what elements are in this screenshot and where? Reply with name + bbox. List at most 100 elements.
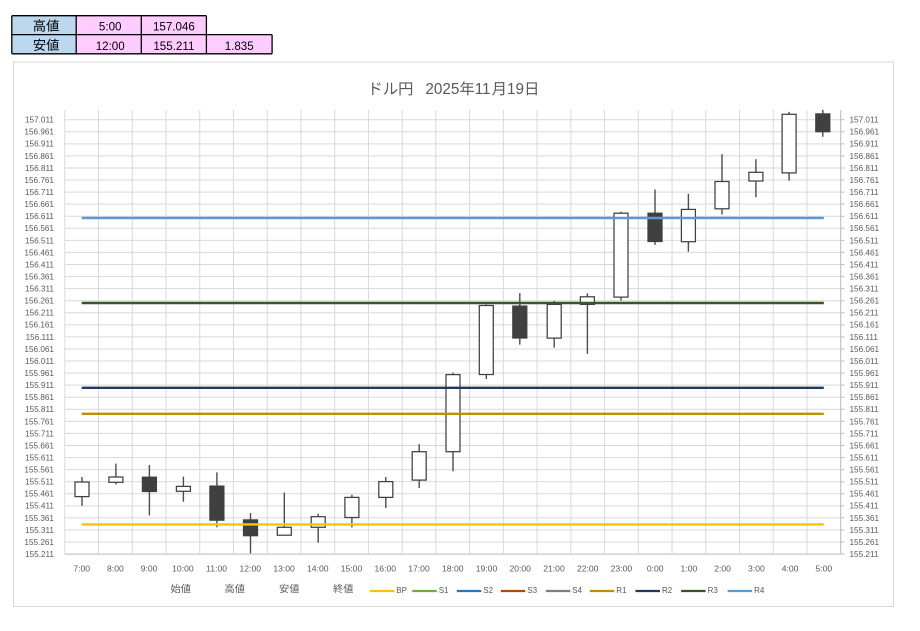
svg-text:156.811: 156.811 [850,164,879,173]
svg-text:156.161: 156.161 [850,321,880,330]
svg-text:15:00: 15:00 [341,564,363,574]
svg-text:157.011: 157.011 [850,116,879,125]
svg-text:155.311: 155.311 [850,526,879,535]
svg-text:155.211: 155.211 [25,550,54,559]
svg-text:155.961: 155.961 [850,369,880,378]
svg-text:155.411: 155.411 [25,502,54,511]
svg-text:155.461: 155.461 [850,490,880,499]
svg-text:155.761: 155.761 [24,417,54,426]
svg-text:8:00: 8:00 [107,564,124,574]
svg-text:155.311: 155.311 [25,526,54,535]
svg-text:155.511: 155.511 [850,478,879,487]
svg-text:14:00: 14:00 [307,564,329,574]
svg-text:156.561: 156.561 [850,224,880,233]
svg-text:156.711: 156.711 [25,188,54,197]
svg-text:156.461: 156.461 [24,248,54,257]
svg-text:R1: R1 [616,586,627,595]
svg-text:156.761: 156.761 [850,176,880,185]
svg-text:155.211: 155.211 [850,550,879,559]
svg-text:156.361: 156.361 [850,272,880,281]
svg-text:156.261: 156.261 [850,297,880,306]
svg-text:S4: S4 [572,586,582,595]
svg-text:155.611: 155.611 [25,453,54,462]
svg-text:7:00: 7:00 [73,564,90,574]
svg-text:156.111: 156.111 [850,333,879,342]
svg-text:155.811: 155.811 [25,405,54,414]
svg-text:156.861: 156.861 [24,152,54,161]
svg-text:156.211: 156.211 [850,309,879,318]
svg-text:156.211: 156.211 [25,309,54,318]
svg-text:1:00: 1:00 [681,564,698,574]
svg-text:155.761: 155.761 [850,417,880,426]
svg-text:155.711: 155.711 [850,429,879,438]
svg-text:BP: BP [396,586,407,595]
svg-text:10:00: 10:00 [172,564,194,574]
svg-text:11:00: 11:00 [206,564,227,574]
svg-text:155.611: 155.611 [850,453,879,462]
svg-text:156.011: 156.011 [25,357,54,366]
svg-text:155.361: 155.361 [24,514,54,523]
svg-text:21:00: 21:00 [543,564,565,574]
svg-text:2025: 2025 [425,81,459,98]
svg-text:156.761: 156.761 [24,176,54,185]
svg-text:157.046: 157.046 [153,21,195,34]
svg-text:156.661: 156.661 [850,200,880,209]
svg-text:156.661: 156.661 [24,200,54,209]
svg-text:156.411: 156.411 [25,260,54,269]
svg-text:155.661: 155.661 [24,441,54,450]
svg-text:16:00: 16:00 [375,564,397,574]
svg-text:17:00: 17:00 [408,564,430,574]
svg-text:155.861: 155.861 [24,393,54,402]
svg-text:156.961: 156.961 [850,128,880,137]
svg-text:13:00: 13:00 [273,564,295,574]
svg-text:12:00: 12:00 [96,40,125,53]
svg-text:155.211: 155.211 [153,40,194,53]
svg-text:156.561: 156.561 [24,224,54,233]
svg-text:S2: S2 [483,586,493,595]
svg-text:156.511: 156.511 [850,236,879,245]
svg-text:156.911: 156.911 [850,140,879,149]
svg-text:156.961: 156.961 [24,128,54,137]
svg-text:R4: R4 [754,586,765,595]
svg-text:156.511: 156.511 [25,236,54,245]
svg-text:155.711: 155.711 [25,429,54,438]
svg-text:23:00: 23:00 [611,564,633,574]
svg-text:156.411: 156.411 [850,260,879,269]
svg-text:5:00: 5:00 [99,21,122,34]
svg-text:156.161: 156.161 [24,321,54,330]
svg-text:18:00: 18:00 [442,564,464,574]
svg-text:156.311: 156.311 [25,285,54,294]
svg-text:1.835: 1.835 [225,40,254,53]
svg-text:S3: S3 [527,586,537,595]
svg-text:156.361: 156.361 [24,272,54,281]
svg-text:12:00: 12:00 [240,564,262,574]
svg-text:155.661: 155.661 [850,441,880,450]
svg-text:156.061: 156.061 [850,345,880,354]
svg-text:155.411: 155.411 [850,502,879,511]
svg-text:155.561: 155.561 [850,466,880,475]
svg-text:0:00: 0:00 [647,564,664,574]
svg-text:156.111: 156.111 [26,333,55,342]
svg-text:156.861: 156.861 [850,152,880,161]
svg-text:156.911: 156.911 [25,140,54,149]
svg-text:155.511: 155.511 [25,478,54,487]
svg-text:156.311: 156.311 [850,285,879,294]
svg-text:R2: R2 [662,586,673,595]
svg-text:157.011: 157.011 [25,116,54,125]
svg-text:155.911: 155.911 [25,381,54,390]
svg-text:155.261: 155.261 [850,538,880,547]
svg-text:156.061: 156.061 [24,345,54,354]
svg-text:155.961: 155.961 [24,369,54,378]
svg-text:155.361: 155.361 [850,514,880,523]
svg-text:155.261: 155.261 [24,538,54,547]
svg-text:155.461: 155.461 [24,490,54,499]
svg-text:156.611: 156.611 [25,212,54,221]
svg-text:156.811: 156.811 [25,164,54,173]
svg-text:155.811: 155.811 [850,405,879,414]
svg-text:22:00: 22:00 [577,564,599,574]
svg-text:156.611: 156.611 [850,212,879,221]
svg-text:19:00: 19:00 [476,564,498,574]
svg-text:2:00: 2:00 [714,564,731,574]
svg-text:4:00: 4:00 [782,564,799,574]
svg-text:11: 11 [475,81,491,98]
